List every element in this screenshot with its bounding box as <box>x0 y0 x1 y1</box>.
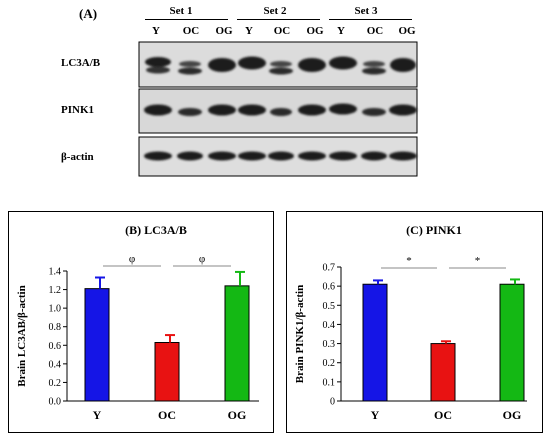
blot-row-label-pink1: PINK1 <box>61 104 94 116</box>
blot-band <box>363 61 385 67</box>
bar-y <box>362 283 388 402</box>
set-underline-1 <box>145 19 228 20</box>
blot-band <box>362 108 386 116</box>
blot-band <box>270 61 292 67</box>
blot-band <box>178 67 202 75</box>
bar-og <box>499 283 525 402</box>
set-underline-2 <box>237 19 320 20</box>
y-tick-label: 0.6 <box>49 341 62 352</box>
blot-band <box>298 151 326 161</box>
blot-band <box>178 108 202 116</box>
blot-band <box>329 103 357 115</box>
y-tick-label: 0.1 <box>323 377 336 388</box>
lane-label: OC <box>366 25 384 37</box>
blot-band <box>238 56 266 70</box>
y-tick-label: 0.2 <box>49 378 62 389</box>
blot-band <box>329 151 357 161</box>
blot-band <box>389 151 417 161</box>
bar-oc <box>430 343 456 402</box>
y-tick-label: 1.0 <box>49 304 62 315</box>
blot-band <box>238 104 266 116</box>
x-tick-label: OG <box>503 408 522 422</box>
y-tick-label: 0.2 <box>323 358 336 369</box>
y-tick-label: 0.4 <box>49 359 62 370</box>
blot-band <box>390 58 416 72</box>
chart-title: (B) LC3A/B <box>125 223 187 237</box>
blot-band <box>329 56 357 70</box>
lane-label: Y <box>337 25 345 37</box>
blot-band <box>389 104 417 116</box>
set-label-2: Set 2 <box>263 5 287 17</box>
chart-b-svg: (B) LC3A/B 0.0 0.2 0.4 0.6 0.8 1.0 1.2 1.4 Brain … <box>16 223 259 422</box>
chart-panel-c: (C) PINK1 0 0.1 0.2 0.3 0.4 0.5 0.6 0.7 Brain PIN… <box>286 211 543 433</box>
lane-label: OC <box>182 25 200 37</box>
blot-band <box>238 151 266 161</box>
lane-label: OC <box>273 25 291 37</box>
chart-c-svg: (C) PINK1 0 0.1 0.2 0.3 0.4 0.5 0.6 0.7 Brain PIN… <box>294 223 527 422</box>
blot-band <box>270 108 292 116</box>
panel-a-label: (A) <box>79 6 98 21</box>
y-tick-label: 0.7 <box>323 263 336 274</box>
bar-oc <box>154 342 180 402</box>
lane-label: Y <box>152 25 160 37</box>
x-tick-label: Y <box>371 408 380 422</box>
x-tick-label: Y <box>93 408 102 422</box>
lane-label: OG <box>215 25 233 37</box>
bar-og <box>224 285 250 402</box>
y-tick-label: 0.3 <box>323 339 336 350</box>
y-tick-label: 0.5 <box>323 301 336 312</box>
blot-band <box>179 61 201 67</box>
western-blot-image <box>138 41 418 177</box>
y-tick-label: 1.4 <box>49 267 62 278</box>
lane-label: OG <box>306 25 324 37</box>
blot-band <box>146 66 170 74</box>
x-tick-label: OC <box>434 408 452 422</box>
blot-band <box>298 104 326 116</box>
blot-band <box>208 58 236 72</box>
y-axis-label: Brain LC3AB/β-actin <box>16 285 28 386</box>
y-tick-label: 0 <box>330 397 335 408</box>
blot-row-label-lc3: LC3A/B <box>61 57 101 69</box>
y-axis-label: Brain PINK1/β-actin <box>294 285 306 383</box>
x-tick-label: OC <box>158 408 176 422</box>
set-label-1: Set 1 <box>169 5 193 17</box>
blot-band <box>269 67 293 75</box>
significance-marker: * <box>406 255 412 267</box>
blot-band <box>361 151 387 161</box>
blot-band <box>144 104 172 116</box>
blot-band <box>145 57 171 67</box>
lane-label: OG <box>398 25 416 37</box>
set-underline-3 <box>329 19 412 20</box>
y-tick-label: 0.8 <box>49 322 62 333</box>
x-tick-label: OG <box>228 408 247 422</box>
significance-marker: * <box>475 255 481 267</box>
blot-band <box>362 67 386 75</box>
y-tick-label: 1.2 <box>49 285 62 296</box>
bar-y <box>84 288 110 402</box>
significance-marker: φ <box>129 253 135 265</box>
set-label-3: Set 3 <box>354 5 378 17</box>
significance-marker: φ <box>199 253 205 265</box>
blot-band <box>268 151 294 161</box>
y-tick-label: 0.6 <box>323 282 336 293</box>
y-tick-label: 0.4 <box>323 320 336 331</box>
blot-band <box>208 104 236 116</box>
chart-panel-b: (B) LC3A/B 0.0 0.2 0.4 0.6 0.8 1.0 1.2 1.4 Brain … <box>8 211 274 433</box>
blot-row-label-actin: β-actin <box>61 151 94 163</box>
y-tick-label: 0.0 <box>49 397 62 408</box>
blot-band <box>298 58 326 72</box>
blot-band <box>208 151 236 161</box>
chart-title: (C) PINK1 <box>406 223 462 237</box>
blot-band <box>144 151 172 161</box>
blot-band <box>177 151 203 161</box>
lane-label: Y <box>245 25 253 37</box>
